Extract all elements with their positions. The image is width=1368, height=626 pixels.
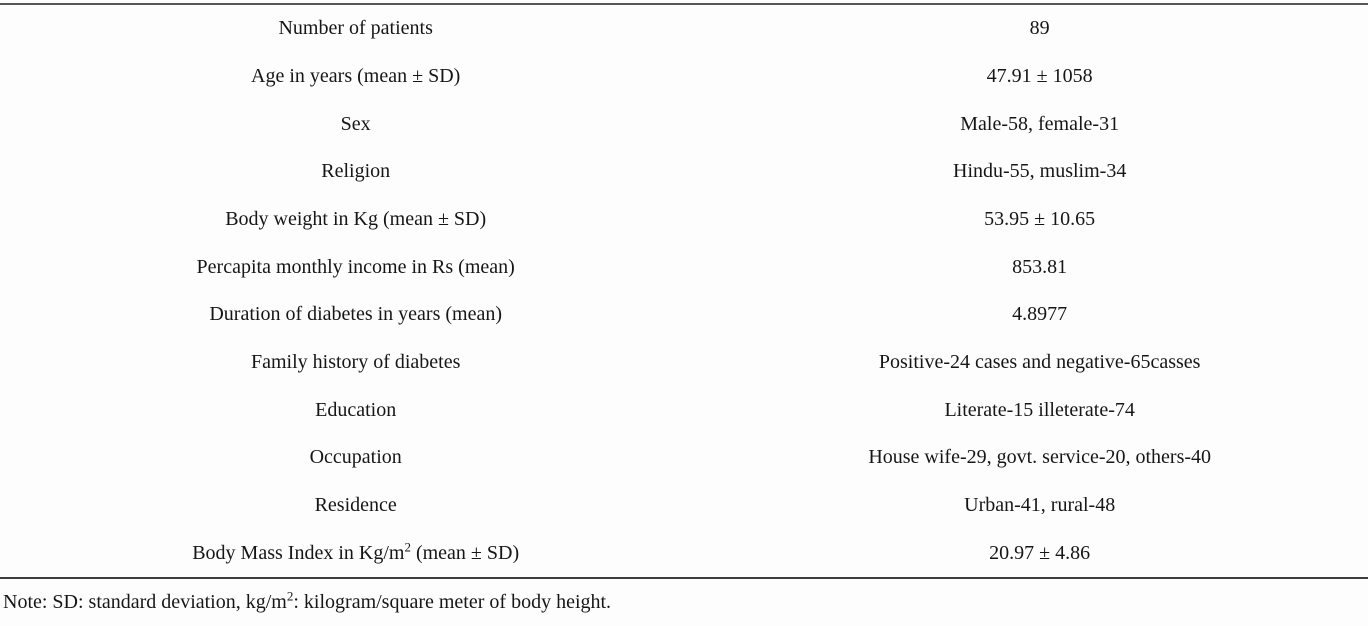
row-value: Urban-41, rural-48 bbox=[964, 494, 1116, 517]
row-value: Positive-24 cases and negative-65casses bbox=[878, 351, 1201, 374]
row-value: Literate-15 illeterate-74 bbox=[944, 398, 1135, 421]
table-row: Body weight in Kg (mean ± SD) 53.95 ± 10… bbox=[0, 196, 1368, 244]
row-value: 20.97 ± 4.86 bbox=[989, 541, 1091, 564]
table-row: Religion Hindu-55, muslim-34 bbox=[0, 148, 1368, 196]
row-value: House wife-29, govt. service-20, others-… bbox=[868, 446, 1212, 469]
bmi-label-superscript: 2 bbox=[404, 539, 411, 555]
row-label: Body Mass Index in Kg/m2 (mean ± SD) bbox=[0, 539, 711, 565]
row-label: Residence bbox=[314, 494, 397, 517]
row-value: 853.81 bbox=[1012, 255, 1068, 278]
row-label: Occupation bbox=[309, 446, 402, 469]
row-value: 4.8977 bbox=[1012, 303, 1068, 326]
bmi-label-post: (mean ± SD) bbox=[410, 541, 520, 564]
row-label: Percapita monthly income in Rs (mean) bbox=[196, 255, 515, 278]
row-label: Family history of diabetes bbox=[250, 351, 461, 374]
row-value: 89 bbox=[1029, 17, 1050, 40]
row-value: Male-58, female-31 bbox=[960, 112, 1120, 135]
row-label: Body weight in Kg (mean ± SD) bbox=[225, 208, 487, 231]
row-value: 53.95 ± 10.65 bbox=[984, 208, 1096, 231]
table-row: Percapita monthly income in Rs (mean) 85… bbox=[0, 243, 1368, 291]
table-row: Age in years (mean ± SD) 47.91 ± 1058 bbox=[0, 53, 1368, 101]
table-row: Family history of diabetes Positive-24 c… bbox=[0, 339, 1368, 387]
footnote-pre: Note: SD: standard deviation, kg/m bbox=[3, 591, 287, 613]
row-label: Age in years (mean ± SD) bbox=[251, 65, 461, 87]
table-footnote: Note: SD: standard deviation, kg/m2: kil… bbox=[3, 588, 1368, 614]
table-row: Education Literate-15 illeterate-74 bbox=[0, 386, 1368, 434]
row-value: Hindu-55, muslim-34 bbox=[953, 160, 1127, 183]
table-row: Duration of diabetes in years (mean) 4.8… bbox=[0, 291, 1368, 339]
table-row: Occupation House wife-29, govt. service-… bbox=[0, 434, 1368, 482]
row-label: Sex bbox=[340, 112, 371, 135]
table-row: Number of patients 89 bbox=[0, 5, 1368, 53]
row-label: Duration of diabetes in years (mean) bbox=[209, 303, 503, 326]
row-label: Education bbox=[315, 398, 397, 421]
footnote-post: : kilogram/square meter of body height. bbox=[293, 591, 612, 613]
table-row: Sex Male-58, female-31 bbox=[0, 100, 1368, 148]
bmi-label-pre: Body Mass Index in Kg/m bbox=[192, 541, 405, 564]
row-label: Religion bbox=[321, 160, 391, 183]
footnote-superscript: 2 bbox=[286, 588, 294, 604]
table-row: Body Mass Index in Kg/m2 (mean ± SD) 20.… bbox=[0, 529, 1368, 577]
table-row: Residence Urban-41, rural-48 bbox=[0, 482, 1368, 530]
table-bottom-rule bbox=[0, 577, 1368, 579]
patient-demographics-table: Number of patients 89 Age in years (mean… bbox=[0, 5, 1368, 577]
row-value: 47.91 ± 1058 bbox=[986, 65, 1093, 87]
row-label: Number of patients bbox=[278, 17, 433, 40]
table-top-rule bbox=[0, 3, 1368, 5]
